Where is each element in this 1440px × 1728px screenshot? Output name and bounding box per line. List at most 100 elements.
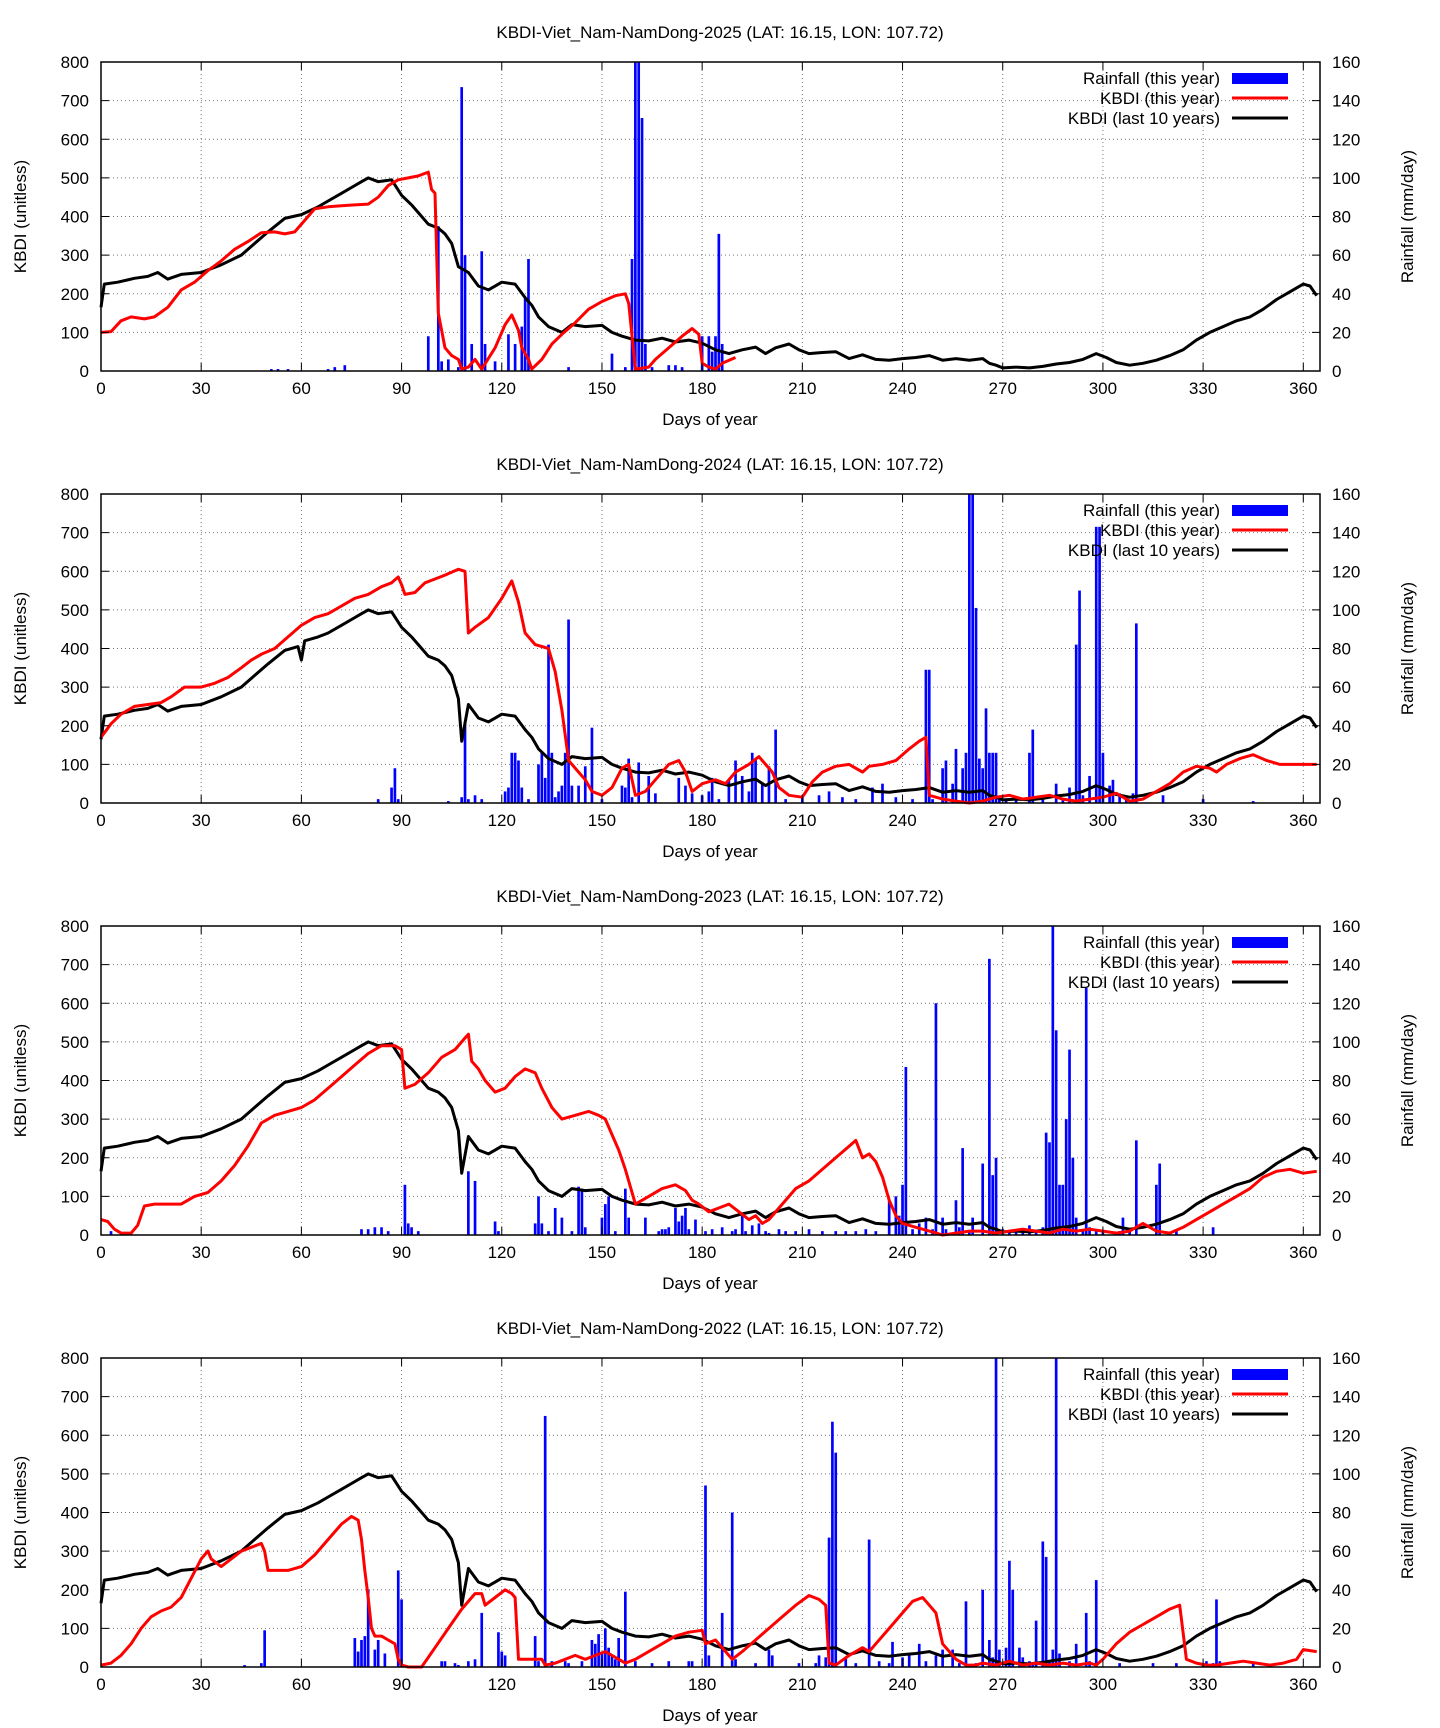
rain-bar [767,1233,771,1235]
rain-bar [680,1215,684,1235]
rain-bar [1034,1231,1038,1235]
rain-bar [360,1639,363,1667]
rain-bar [363,1636,367,1667]
rain-bar [497,1632,500,1667]
rain-bar [684,1207,687,1235]
x-tick-label: 300 [1089,1243,1117,1262]
rain-bar [1211,1227,1215,1235]
rain-bar [286,369,290,371]
y-left-tick-label: 0 [80,1658,89,1677]
rain-bar [1004,1647,1008,1667]
rain-bar [1044,1556,1048,1667]
rain-bar [894,797,898,803]
rain-bar [757,1223,761,1235]
rain-bar [326,369,330,371]
rain-bar [1071,1157,1075,1235]
y-left-tick-label: 300 [61,678,89,697]
rain-bar [978,758,981,803]
rain-bar [563,752,567,803]
y-left-tick-label: 800 [61,1349,89,1368]
rain-bar [460,87,464,371]
y-right-tick-label: 60 [1332,246,1351,265]
rain-bar [690,793,694,803]
rain-bar [473,1659,477,1667]
rain-bar [480,251,484,371]
rain-bar [547,644,550,803]
rain-bar [1078,590,1081,803]
x-tick-label: 90 [392,1243,411,1262]
y-right-tick-label: 100 [1332,169,1360,188]
rain-bar [507,334,510,371]
rain-bar [520,787,524,803]
rain-bar [1028,752,1031,803]
rain-bar [540,1223,544,1235]
rain-bar [527,258,530,371]
rain-bar [366,1229,370,1235]
y-right-tick-label: 20 [1332,1187,1351,1206]
rain-bar [537,1661,540,1667]
rain-bar [770,1655,774,1667]
rain-bar [457,367,460,371]
rain-bar [864,1229,868,1235]
rain-bar [991,752,995,803]
y-left-tick-label: 600 [61,994,89,1013]
rain-bar [844,1231,848,1235]
y-right-tick-label: 80 [1332,1072,1351,1091]
rain-bar [607,1647,610,1667]
x-tick-label: 120 [488,379,516,398]
y-right-tick-label: 140 [1332,92,1360,111]
rain-bar [954,748,958,803]
rain-bar [1134,1140,1138,1235]
rain-bar [984,708,988,803]
y-right-tick-label: 160 [1332,917,1360,936]
legend: Rainfall (this year)KBDI (this year)KBDI… [1068,933,1288,992]
kbdi-year-line [100,1032,1317,1237]
rain-bar [951,783,954,803]
rain-bar [844,1657,848,1667]
y-left-tick-label: 300 [61,1542,89,1561]
rain-bar [677,1221,681,1235]
rain-bar [620,785,624,803]
rain-bar [396,799,400,803]
rain-bar [944,1229,948,1235]
rain-bar [510,752,514,803]
rain-bar [714,336,717,371]
rain-bar [674,365,677,371]
rain-bar [109,1231,113,1235]
rain-bar [597,1634,600,1667]
rain-bar [964,752,968,803]
rain-bar [1074,644,1078,803]
rain-bar [624,1591,627,1667]
rain-bar [634,62,637,371]
y-left-tick-label: 100 [61,1187,89,1206]
rain-bar [734,1659,737,1667]
rain-bar [941,1217,944,1235]
rain-bar [934,1655,938,1667]
legend: Rainfall (this year)KBDI (this year)KBDI… [1068,1365,1288,1424]
rain-bar [376,799,380,803]
rain-bar [497,1231,500,1235]
rain-bar [951,1649,954,1667]
y-right-tick-label: 0 [1332,1226,1341,1245]
rain-bar [613,1231,617,1235]
rain-bar [680,367,684,371]
y-left-tick-label: 400 [61,208,89,227]
x-tick-label: 330 [1189,1243,1217,1262]
rain-bar [1044,1132,1048,1235]
y-left-tick-label: 700 [61,1388,89,1407]
rain-bar [610,1655,614,1667]
rain-bar [998,799,1001,803]
rain-bar [1021,1231,1025,1235]
x-tick-label: 270 [989,1675,1017,1694]
rain-bar [961,1148,964,1235]
rain-bar [457,1665,460,1667]
rain-bar [974,607,978,803]
y-right-tick-label: 120 [1332,562,1360,581]
rain-bar [366,1589,370,1667]
legend-kbdi-10yr-label: KBDI (last 10 years) [1068,973,1220,992]
rain-bar [624,1188,627,1235]
rain-bar [687,1229,691,1235]
y-left-tick-label: 500 [61,1033,89,1052]
rain-bar [276,369,280,371]
kbdi-chart-3: KBDI-Viet_Nam-NamDong-2022 (LAT: 16.15, … [11,1319,1417,1725]
